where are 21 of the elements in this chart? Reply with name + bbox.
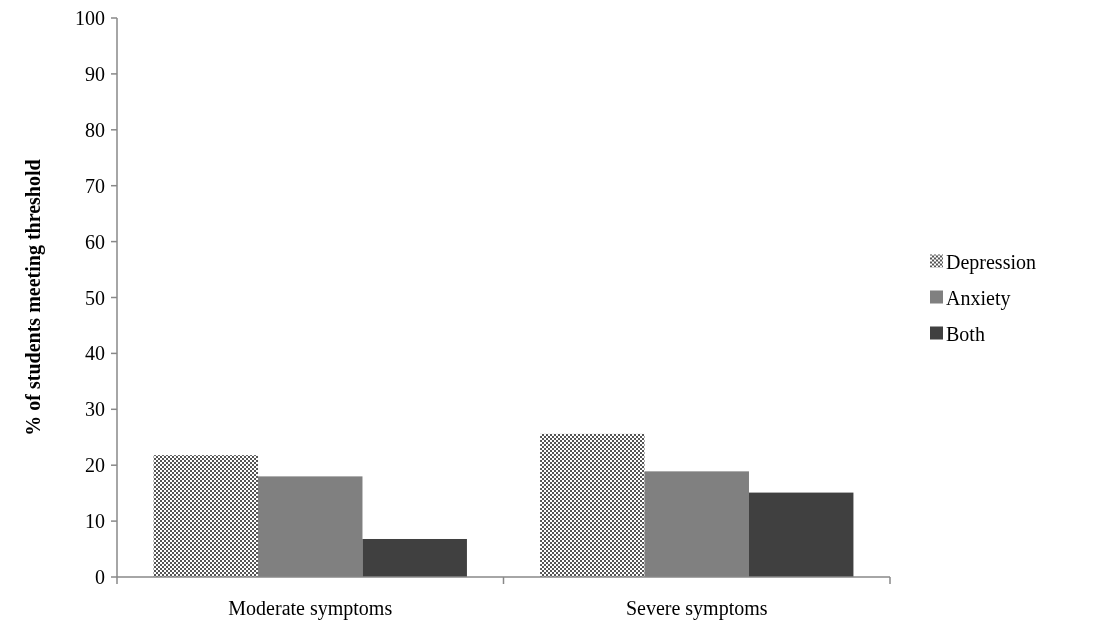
y-tick-label: 80 — [85, 118, 105, 141]
y-tick-label: 90 — [85, 62, 105, 85]
bar — [362, 538, 467, 577]
x-tick-label: Moderate symptoms — [228, 597, 393, 620]
y-tick-label: 60 — [85, 230, 105, 253]
y-tick-label: 30 — [85, 398, 105, 421]
legend-label: Anxiety — [946, 286, 1011, 310]
y-axis-title: % of students meeting threshold — [22, 159, 45, 436]
x-tick-label: Severe symptoms — [625, 597, 768, 620]
y-tick-label: 0 — [95, 566, 105, 588]
bar — [540, 433, 645, 577]
bar — [153, 455, 259, 577]
y-tick-label: 10 — [85, 510, 105, 533]
bar — [748, 492, 854, 577]
legend-label: Depression — [946, 250, 1036, 274]
y-tick-label: 70 — [85, 174, 105, 197]
y-tick-label: 20 — [85, 454, 105, 477]
legend-label: Both — [946, 322, 985, 345]
y-tick-label: 100 — [75, 7, 105, 29]
y-tick-label: 40 — [85, 342, 105, 365]
y-tick-label: 50 — [85, 286, 105, 309]
